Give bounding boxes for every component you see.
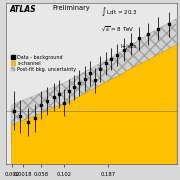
Text: $\sqrt{s}$ = 8 TeV: $\sqrt{s}$ = 8 TeV xyxy=(102,24,135,33)
Legend: Data - background, s-channel, Post-fit bkg. uncertainty: Data - background, s-channel, Post-fit b… xyxy=(10,54,77,72)
Text: $\int$ Ldt = 20.3: $\int$ Ldt = 20.3 xyxy=(102,5,138,18)
Text: Preliminary: Preliminary xyxy=(52,5,90,11)
Text: l+jets: l+jets xyxy=(120,44,136,49)
Text: ATLAS: ATLAS xyxy=(9,5,36,14)
